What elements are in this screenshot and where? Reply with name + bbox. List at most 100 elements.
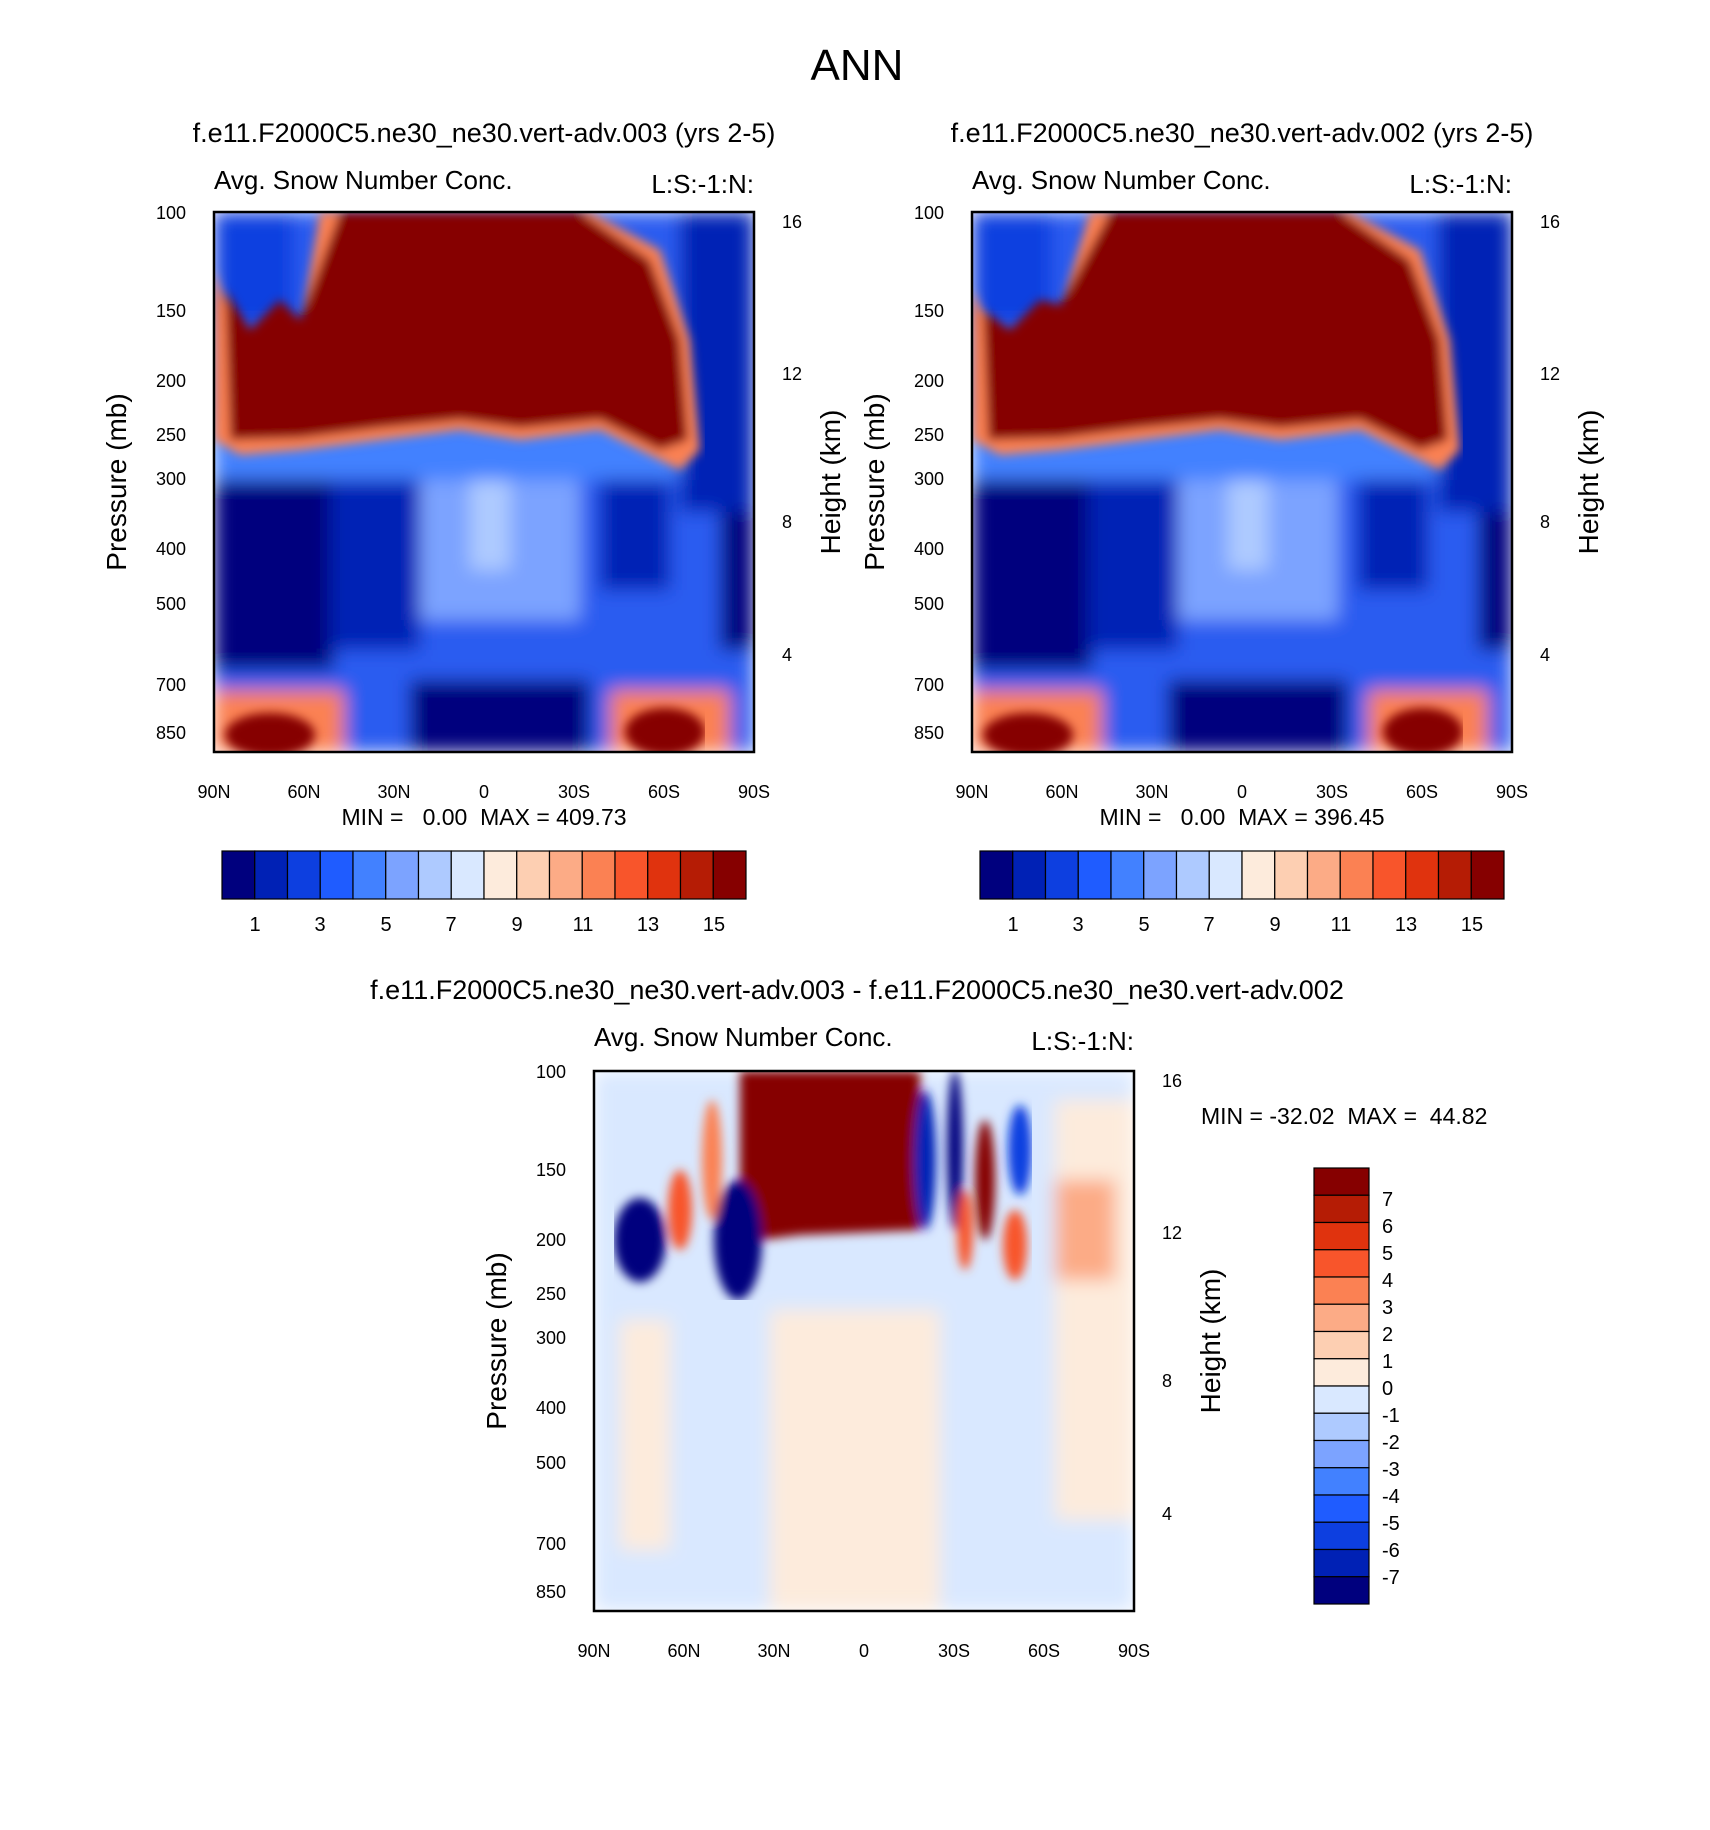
y2-tick-8: 8 xyxy=(782,512,792,532)
x-tick-90N: 90N xyxy=(197,782,230,802)
x-tick-60N: 60N xyxy=(1045,782,1078,802)
x-tick-60S: 60S xyxy=(1028,1641,1060,1661)
y-tick-100: 100 xyxy=(914,203,944,223)
x-tick-30N: 30N xyxy=(757,1641,790,1661)
panel-c-colorbar-swatch xyxy=(1313,1330,1370,1360)
cb-label-neg7: -7 xyxy=(1382,1567,1400,1589)
y-tick-400: 400 xyxy=(914,539,944,559)
panel-a-colorbar-swatch xyxy=(286,850,321,900)
panel-c-y2-ticks: 16 12 8 4 xyxy=(1162,1071,1182,1524)
panel-c-field xyxy=(594,1071,1134,1611)
panel-c-subtitle-right: L:S:-1:N: xyxy=(1031,1026,1134,1056)
panel-c-colorbar-swatch xyxy=(1313,1303,1370,1333)
panel-a-colorbar-swatch xyxy=(581,850,616,900)
panel-a-colorbar-swatch xyxy=(254,850,289,900)
panel-a-title: f.e11.F2000C5.ne30_ne30.vert-adv.003 (yr… xyxy=(193,118,776,148)
panel-c-title: f.e11.F2000C5.ne30_ne30.vert-adv.003 - f… xyxy=(370,975,1344,1005)
panel-a-stats: MIN = 0.00 MAX = 409.73 xyxy=(341,804,626,830)
y-tick-250: 250 xyxy=(156,425,186,445)
panel-b-colorbar-swatch xyxy=(1241,850,1276,900)
cb-label-5: 5 xyxy=(1138,914,1149,936)
panel-c-colorbar-swatch xyxy=(1313,1439,1370,1469)
panel-b-colorbar-swatch xyxy=(1110,850,1145,900)
panel-b: f.e11.F2000C5.ne30_ne30.vert-adv.002 (yr… xyxy=(859,118,1604,936)
y2-tick-12: 12 xyxy=(1162,1223,1182,1243)
panel-b-stats: MIN = 0.00 MAX = 396.45 xyxy=(1099,804,1384,830)
cb-label-neg6: -6 xyxy=(1382,1540,1400,1562)
cb-label-1: 1 xyxy=(1007,914,1018,936)
cb-label-neg3: -3 xyxy=(1382,1459,1400,1481)
y-tick-150: 150 xyxy=(156,301,186,321)
x-tick-0: 0 xyxy=(479,782,489,802)
panel-b-colorbar-swatch xyxy=(1470,850,1505,900)
x-tick-60S: 60S xyxy=(648,782,680,802)
x-tick-90S: 90S xyxy=(1496,782,1528,802)
cb-label-neg2: -2 xyxy=(1382,1432,1400,1454)
y-tick-400: 400 xyxy=(156,539,186,559)
y-tick-850: 850 xyxy=(536,1582,566,1602)
panel-b-subtitle-right: L:S:-1:N: xyxy=(1409,169,1512,199)
y-tick-250: 250 xyxy=(914,425,944,445)
panel-c-colorbar-swatch xyxy=(1313,1276,1370,1305)
y2-tick-16: 16 xyxy=(782,212,802,232)
y-tick-700: 700 xyxy=(156,675,186,695)
panel-b-colorbar-swatch xyxy=(979,850,1014,900)
panel-b-colorbar-swatch xyxy=(1208,850,1243,900)
x-tick-90S: 90S xyxy=(738,782,770,802)
cb-label-5: 5 xyxy=(380,914,391,936)
y-tick-500: 500 xyxy=(914,594,944,614)
panel-c-colorbar-swatch xyxy=(1313,1521,1370,1551)
panel-b-colorbar-swatch xyxy=(1274,850,1309,900)
panel-a-colorbar-swatch xyxy=(516,850,551,900)
y-tick-300: 300 xyxy=(914,469,944,489)
y-tick-850: 850 xyxy=(914,723,944,743)
panel-a-field xyxy=(214,212,754,752)
panel-a-colorbar-swatch xyxy=(417,850,452,900)
panel-a-y2-ticks: 16 12 8 4 xyxy=(782,212,802,665)
y2-tick-4: 4 xyxy=(1540,645,1550,665)
cb-label-7: 7 xyxy=(1203,914,1214,936)
panel-b-colorbar-swatch xyxy=(1175,850,1210,900)
panel-b-subtitle-left: Avg. Snow Number Conc. xyxy=(972,165,1271,195)
x-tick-30S: 30S xyxy=(1316,782,1348,802)
panel-b-y-ticks: 100 150 200 250 300 400 500 700 850 xyxy=(914,203,944,743)
panel-a-colorbar xyxy=(221,850,747,900)
cb-label-13: 13 xyxy=(1395,914,1417,936)
y-tick-200: 200 xyxy=(156,371,186,391)
cb-label-neg1: -1 xyxy=(1382,1405,1400,1427)
y2-tick-8: 8 xyxy=(1540,512,1550,532)
panel-b-colorbar-swatch xyxy=(1405,850,1440,900)
y-tick-500: 500 xyxy=(536,1453,566,1473)
cb-label-4: 4 xyxy=(1382,1270,1393,1292)
cb-label-5: 5 xyxy=(1382,1243,1393,1265)
y-tick-300: 300 xyxy=(536,1328,566,1348)
panel-b-ylabel-right: Height (km) xyxy=(1573,410,1604,555)
panel-b-title: f.e11.F2000C5.ne30_ne30.vert-adv.002 (yr… xyxy=(951,118,1534,148)
panel-c-colorbar-swatch xyxy=(1313,1194,1370,1224)
y-tick-150: 150 xyxy=(914,301,944,321)
panel-a-colorbar-swatch xyxy=(679,850,714,900)
panel-c: f.e11.F2000C5.ne30_ne30.vert-adv.003 - f… xyxy=(370,975,1487,1661)
panel-b-y2-ticks: 16 12 8 4 xyxy=(1540,212,1560,665)
panel-c-colorbar-swatch xyxy=(1313,1167,1370,1196)
y-tick-250: 250 xyxy=(536,1284,566,1304)
y-tick-300: 300 xyxy=(156,469,186,489)
panel-c-colorbar-swatch xyxy=(1313,1249,1370,1278)
x-tick-90N: 90N xyxy=(955,782,988,802)
panel-b-frame xyxy=(970,210,1514,754)
panel-a-colorbar-swatch xyxy=(385,850,420,900)
panel-a-frame xyxy=(212,210,756,754)
panel-c-colorbar-swatch xyxy=(1313,1576,1370,1605)
x-tick-90N: 90N xyxy=(577,1641,610,1661)
cb-label-3: 3 xyxy=(1072,914,1083,936)
y-tick-850: 850 xyxy=(156,723,186,743)
panel-a-colorbar-swatch xyxy=(483,850,518,900)
x-tick-90S: 90S xyxy=(1118,1641,1150,1661)
x-tick-30S: 30S xyxy=(558,782,590,802)
cb-label-13: 13 xyxy=(637,914,659,936)
y2-tick-4: 4 xyxy=(782,645,792,665)
cb-label-1: 1 xyxy=(1382,1351,1393,1373)
cb-label-neg4: -4 xyxy=(1382,1486,1400,1508)
panel-b-colorbar-swatch xyxy=(1437,850,1472,900)
y-tick-100: 100 xyxy=(156,203,186,223)
